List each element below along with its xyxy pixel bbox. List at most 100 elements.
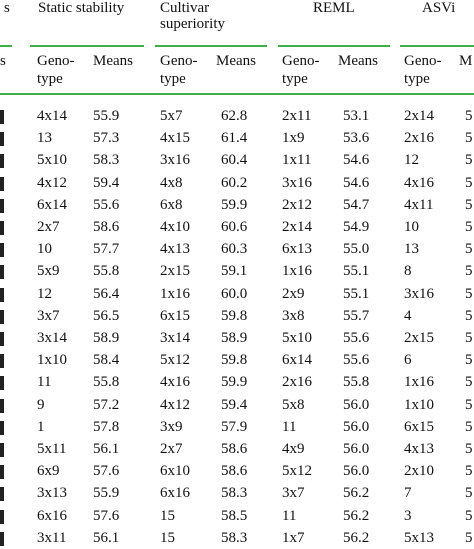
left-cut-glyph — [0, 265, 4, 280]
means-asvi-cut: 5 — [465, 263, 473, 280]
group-asvi: ASVi — [422, 0, 456, 16]
genotype-reml: 2x14 — [282, 219, 312, 235]
means-reml: 56.2 — [343, 507, 370, 524]
genotype-asvi: 6x15 — [404, 418, 434, 435]
genotype-static: 9 — [37, 396, 45, 413]
means-cultivar: 59.9 — [221, 196, 248, 213]
group-rule-asvi — [400, 45, 474, 47]
table-row: 3x11 56.1 15 58.3 1x7 56.2 5x13 5 — [0, 528, 474, 549]
means-cultivar: 59.8 — [221, 307, 248, 324]
group-rule-reml — [278, 45, 390, 47]
genotype-cultivar: 6x16 — [160, 485, 190, 502]
genotype-cultivar: 3x14 — [160, 330, 190, 346]
means-reml: 56.0 — [343, 441, 370, 457]
means-static: 58.3 — [93, 152, 120, 169]
genotype-asvi: 3 — [404, 507, 412, 524]
genotype-static: 1x10 — [37, 352, 67, 369]
genotype-cultivar: 4x15 — [160, 130, 190, 147]
genotype-asvi: 4x11 — [404, 196, 434, 213]
means-asvi-cut: 5 — [465, 108, 473, 124]
table-row: 9 57.2 4x12 59.4 5x8 56.0 1x10 5 — [0, 395, 474, 416]
genotype-reml: 3x8 — [282, 307, 305, 324]
means-asvi-cut: 5 — [465, 507, 473, 524]
means-asvi-cut: 5 — [465, 441, 473, 457]
left-cut-glyph — [0, 287, 4, 302]
genotype-reml: 2x11 — [282, 108, 312, 124]
means-reml: 54.9 — [343, 219, 370, 235]
means-static: 58.9 — [93, 330, 120, 346]
genotype-asvi: 1x10 — [404, 396, 434, 413]
left-cut-glyph — [0, 309, 4, 324]
means-cultivar: 59.1 — [221, 263, 248, 280]
genotype-reml: 3x16 — [282, 174, 312, 191]
means-cultivar: 59.4 — [221, 396, 248, 413]
genotype-reml: 1x16 — [282, 263, 312, 280]
left-cut-glyph — [0, 243, 4, 258]
means-static: 57.6 — [93, 507, 120, 524]
group-reml: REML — [313, 0, 355, 16]
left-cut-glyph — [0, 398, 4, 413]
left-cut-glyph — [0, 487, 4, 502]
genotype-cultivar: 4x8 — [160, 174, 183, 191]
genotype-reml: 2x12 — [282, 196, 312, 213]
genotype-cultivar: 15 — [160, 507, 175, 524]
sub-genotype-4: Geno- type — [404, 53, 442, 87]
table-row: 12 56.4 1x16 60.0 2x9 55.1 3x16 5 — [0, 284, 474, 305]
genotype-static: 3x11 — [37, 529, 67, 546]
sub-genotype-3: Geno- type — [282, 53, 320, 87]
genotype-reml: 1x11 — [282, 152, 312, 169]
table-row: 4x12 59.4 4x8 60.2 3x16 54.6 4x16 5 — [0, 173, 474, 194]
means-cultivar: 60.3 — [221, 241, 248, 258]
table-row: 3x13 55.9 6x16 58.3 3x7 56.2 7 5 — [0, 483, 474, 504]
means-asvi-cut: 5 — [465, 307, 473, 324]
means-static: 57.3 — [93, 130, 120, 147]
sub-genotype-1: Geno- type — [37, 53, 75, 87]
genotype-static: 6x14 — [37, 196, 67, 213]
genotype-cultivar: 2x15 — [160, 263, 190, 280]
means-cultivar: 58.9 — [221, 330, 248, 346]
means-reml: 53.1 — [343, 108, 370, 124]
means-reml: 55.6 — [343, 352, 370, 369]
genotype-reml: 2x9 — [282, 285, 305, 302]
means-cultivar: 60.2 — [221, 174, 248, 191]
genotype-asvi: 2x15 — [404, 330, 434, 346]
sub-means-3: Means — [338, 53, 378, 69]
means-static: 59.4 — [93, 174, 120, 191]
table-row: 3x14 58.9 3x14 58.9 5x10 55.6 2x15 5 — [0, 328, 474, 349]
genotype-asvi: 2x16 — [404, 130, 434, 147]
means-asvi-cut: 5 — [465, 529, 473, 546]
table-row: 5x9 55.8 2x15 59.1 1x16 55.1 8 5 — [0, 261, 474, 282]
means-static: 57.7 — [93, 241, 120, 258]
means-asvi-cut: 5 — [465, 152, 473, 169]
means-reml: 56.0 — [343, 418, 370, 435]
genotype-asvi: 5x13 — [404, 529, 434, 546]
group-rule-static — [30, 45, 144, 47]
means-reml: 55.6 — [343, 330, 370, 346]
sub-left-cut: s — [0, 53, 6, 69]
genotype-static: 2x7 — [37, 219, 60, 235]
genotype-reml: 3x7 — [282, 485, 305, 502]
table-row: 1 57.8 3x9 57.9 11 56.0 6x15 5 — [0, 417, 474, 438]
table-row: 3x7 56.5 6x15 59.8 3x8 55.7 4 5 — [0, 306, 474, 327]
genotype-static: 6x16 — [37, 507, 67, 524]
genotype-cultivar: 3x9 — [160, 418, 183, 435]
genotype-reml: 2x16 — [282, 374, 312, 391]
means-reml: 55.7 — [343, 307, 370, 324]
means-static: 56.1 — [93, 529, 120, 546]
group-static-stability: Static stability — [38, 0, 125, 16]
table-row: 2x7 58.6 4x10 60.6 2x14 54.9 10 5 — [0, 217, 474, 238]
means-asvi-cut: 5 — [465, 174, 473, 191]
sub-means-2: Means — [216, 53, 256, 69]
genotype-asvi: 3x16 — [404, 285, 434, 302]
means-reml: 55.1 — [343, 285, 370, 302]
means-asvi-cut: 5 — [465, 463, 473, 480]
means-cultivar: 58.6 — [221, 441, 248, 457]
genotype-cultivar: 6x10 — [160, 463, 190, 480]
genotype-static: 3x14 — [37, 330, 67, 346]
means-asvi-cut: 5 — [465, 374, 473, 391]
sub-means-4-cut: M — [459, 53, 473, 69]
table-row: 1x10 58.4 5x12 59.8 6x14 55.6 6 5 — [0, 350, 474, 371]
means-asvi-cut: 5 — [465, 352, 473, 369]
left-cut-glyph — [0, 354, 4, 369]
means-static: 57.2 — [93, 396, 120, 413]
